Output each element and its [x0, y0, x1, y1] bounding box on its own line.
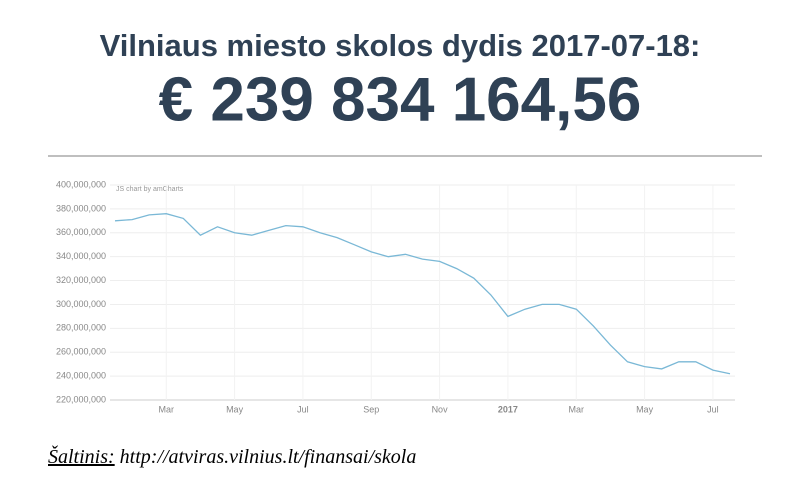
y-tick-label: 360,000,000 [56, 227, 106, 237]
y-tick-label: 240,000,000 [56, 370, 106, 380]
source: Šaltinis: http://atviras.vilnius.lt/fina… [48, 444, 416, 468]
y-tick-label: 320,000,000 [56, 275, 106, 285]
plot: 220,000,000 240,000,000 260,000,000 280,000… [56, 179, 735, 414]
y-tick-label: 380,000,000 [56, 203, 106, 213]
x-tick-label: Mar [159, 404, 175, 414]
y-tick-label: 400,000,000 [56, 179, 106, 189]
line [114, 213, 731, 375]
source-label: Šaltinis: [48, 444, 115, 468]
x-tick-label: Sep [363, 404, 379, 414]
y-tick-label: 340,000,000 [56, 251, 106, 261]
x-tick-label: Nov [432, 404, 449, 414]
x-tick-label: Jul [707, 404, 719, 414]
x-tick-label: 2017 [498, 404, 518, 414]
y-tick-label: 300,000,000 [56, 299, 106, 309]
chart-credit: JS chart by amCharts [116, 186, 184, 193]
x-tick-label: May [226, 404, 244, 414]
x-tick-label: Mar [569, 404, 585, 414]
amount: € 239 834 164,56 [159, 65, 642, 134]
x-tick-label: May [636, 404, 654, 414]
source-url: http://atviras.vilnius.lt/finansai/skola [120, 446, 417, 468]
y-tick-label: 280,000,000 [56, 323, 106, 333]
title: Vilniaus miesto skolos dydis 2017-07-18: [100, 28, 701, 63]
y-tick-label: 220,000,000 [56, 394, 106, 404]
x-tick-label: Jul [297, 404, 309, 414]
y-tick-label: 260,000,000 [56, 347, 106, 357]
